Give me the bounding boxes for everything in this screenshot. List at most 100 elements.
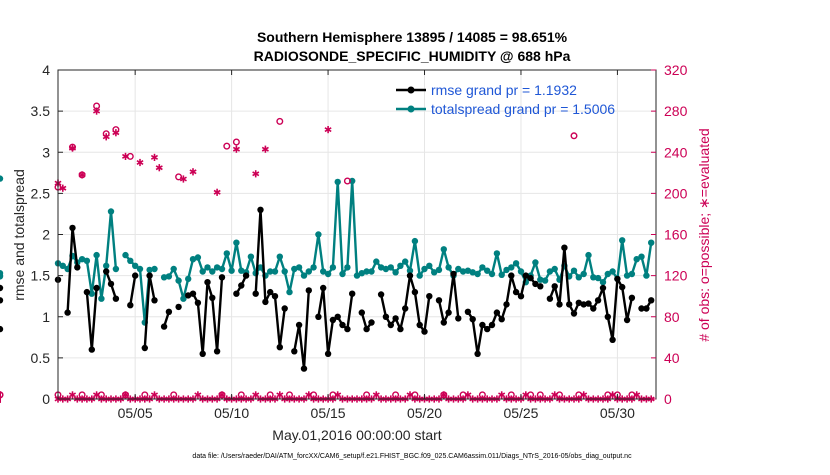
- spread-point: [281, 268, 288, 275]
- rmse-point: [638, 305, 645, 312]
- spread-point: [315, 231, 322, 238]
- rmse-point: [281, 305, 288, 312]
- spread-point: [575, 274, 582, 281]
- spread-point: [484, 267, 491, 274]
- rmse-point: [450, 270, 457, 278]
- rmse-point: [527, 274, 534, 282]
- spread-point: [88, 290, 96, 297]
- spread-point: [590, 274, 597, 281]
- right-tick-label: 280: [664, 103, 688, 119]
- rmse-point: [88, 346, 96, 353]
- left-tick-label: 0: [42, 391, 50, 407]
- legend-rmse-marker: [407, 86, 415, 94]
- rmse-point: [590, 305, 597, 312]
- right-tick-label: 240: [664, 144, 688, 160]
- rmse-point: [103, 268, 110, 275]
- spread-point: [445, 264, 452, 271]
- rmse-point: [570, 310, 578, 317]
- spread-point: [517, 268, 525, 275]
- left-tick-label: 2.5: [31, 185, 51, 201]
- spread-point: [329, 264, 337, 271]
- obs-possible-point: [126, 152, 134, 160]
- rmse-point: [132, 272, 139, 279]
- spread-point: [199, 268, 206, 275]
- rmse-point: [382, 313, 390, 320]
- spread-point: [175, 277, 182, 284]
- rmse-point: [406, 272, 414, 279]
- chart-title-line1: Southern Hemisphere 13895 / 14085 = 98.6…: [257, 29, 568, 45]
- spread-point: [402, 258, 409, 265]
- spread-point: [648, 239, 655, 246]
- rmse-point: [209, 294, 216, 301]
- rmse-point: [204, 279, 211, 286]
- spread-point: [276, 253, 283, 260]
- spread-point: [185, 275, 192, 283]
- spread-point: [286, 288, 293, 296]
- rmse-point: [561, 244, 568, 251]
- obs-possible-point: [276, 117, 284, 125]
- obs-evaluated-low-point: [93, 391, 101, 399]
- spread-point: [498, 271, 505, 278]
- x-tick-label: 05/30: [600, 405, 635, 421]
- spread-point: [392, 269, 399, 276]
- rmse-point: [257, 206, 264, 213]
- rmse-point: [464, 308, 472, 315]
- spread-point: [421, 265, 428, 273]
- rmse-point: [488, 321, 496, 329]
- spread-point: [228, 267, 235, 274]
- obs-possible-point: [232, 138, 240, 146]
- rmse-point: [580, 301, 587, 308]
- rmse-point: [440, 319, 447, 326]
- spread-point: [623, 272, 631, 279]
- obs-evaluated-point: [93, 107, 101, 115]
- rmse-point: [339, 321, 346, 329]
- rmse-point: [262, 298, 269, 306]
- rmse-point: [517, 293, 525, 300]
- rmse-point: [0, 297, 4, 304]
- obs-evaluated-point: [68, 144, 76, 152]
- rmse-point: [377, 291, 385, 298]
- obs-evaluated-low-point: [551, 391, 559, 399]
- spread-point: [406, 267, 414, 274]
- rmse-point: [315, 313, 322, 320]
- rmse-point: [185, 292, 192, 299]
- rmse-point: [445, 309, 452, 316]
- obs-evaluated-point: [179, 175, 187, 183]
- spread-point: [619, 237, 626, 244]
- rmse-point: [64, 309, 71, 316]
- rmse-point: [252, 290, 259, 297]
- spread-point: [643, 272, 650, 279]
- obs-evaluated-point: [213, 188, 221, 196]
- spread-point: [512, 260, 520, 267]
- spread-point: [83, 257, 91, 264]
- spread-point: [324, 270, 332, 278]
- spread-point: [387, 264, 394, 271]
- spread-point: [570, 267, 578, 274]
- rmse-point: [575, 299, 582, 306]
- series-rmse: [0, 206, 655, 372]
- spread-point: [295, 264, 303, 271]
- rmse-point: [411, 288, 419, 296]
- obs-evaluated-point: [252, 170, 260, 178]
- spread-point: [368, 268, 375, 275]
- left-tick-label: 1: [42, 309, 50, 325]
- right-tick-label: 0: [664, 391, 672, 407]
- obs-evaluated-low-point: [305, 391, 313, 399]
- obs-evaluated-low-point: [609, 391, 617, 399]
- spread-point: [479, 264, 486, 271]
- spread-point: [103, 262, 110, 269]
- spread-point: [455, 265, 462, 273]
- obs-evaluated-low-point: [522, 391, 530, 399]
- right-axis-ticks: 0 40 80 120 160 200 240 280 320: [651, 62, 688, 407]
- obs-evaluated-point: [232, 145, 240, 153]
- obs-evaluated-low-point: [406, 391, 414, 399]
- spread-point: [291, 265, 298, 273]
- spread-point: [435, 266, 443, 274]
- spread-point: [599, 279, 607, 286]
- spread-point: [373, 258, 380, 265]
- spread-point: [136, 265, 144, 273]
- obs-possible-point: [570, 132, 578, 140]
- rmse-point: [194, 299, 202, 306]
- spread-point: [151, 265, 158, 273]
